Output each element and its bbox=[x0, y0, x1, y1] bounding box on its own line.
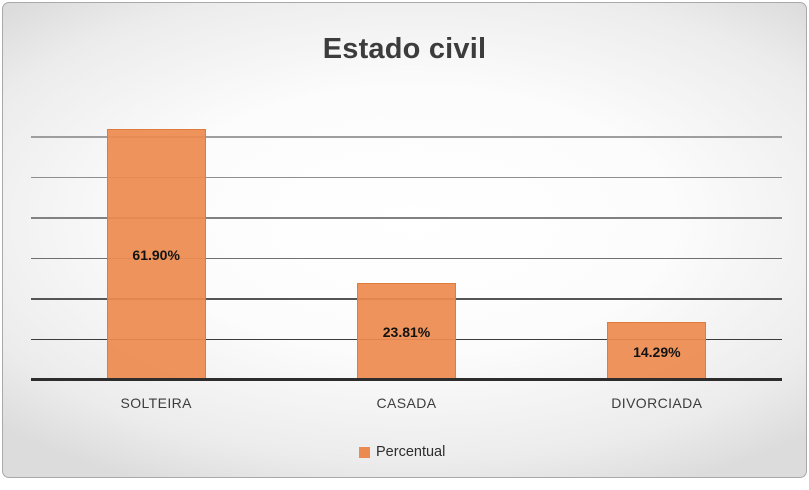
plot-area: 61.90% 23.81% 14.29% bbox=[31, 96, 782, 381]
gridline-60pct bbox=[31, 136, 782, 138]
x-axis-label-casada: CASADA bbox=[376, 395, 437, 411]
x-axis-label-divorciada: DIVORCIADA bbox=[611, 395, 703, 411]
bar-divorciada: 14.29% bbox=[607, 322, 707, 380]
x-axis-labels: SOLTEIRA CASADA DIVORCIADA bbox=[31, 395, 782, 417]
legend-label: Percentual bbox=[376, 444, 446, 460]
legend-swatch-icon bbox=[359, 447, 370, 458]
gridline-40pct bbox=[31, 217, 782, 219]
bar-value-label: 14.29% bbox=[633, 343, 681, 360]
bar-value-label: 23.81% bbox=[382, 324, 431, 341]
chart-title: Estado civil bbox=[322, 33, 487, 65]
legend: Percentual bbox=[359, 444, 445, 460]
x-axis-line bbox=[31, 378, 782, 381]
gridline-50pct bbox=[31, 176, 782, 179]
gridline-30pct bbox=[31, 257, 782, 260]
bar-casada: 23.81% bbox=[357, 283, 456, 380]
bar-value-label: 61.90% bbox=[132, 246, 180, 263]
bar-solteira: 61.90% bbox=[106, 128, 206, 380]
chart-container: Estado civil 61.90% 23.81% 14.29% SOLTEIRA… bbox=[2, 2, 807, 478]
x-axis-label-solteira: SOLTEIRA bbox=[120, 395, 192, 411]
